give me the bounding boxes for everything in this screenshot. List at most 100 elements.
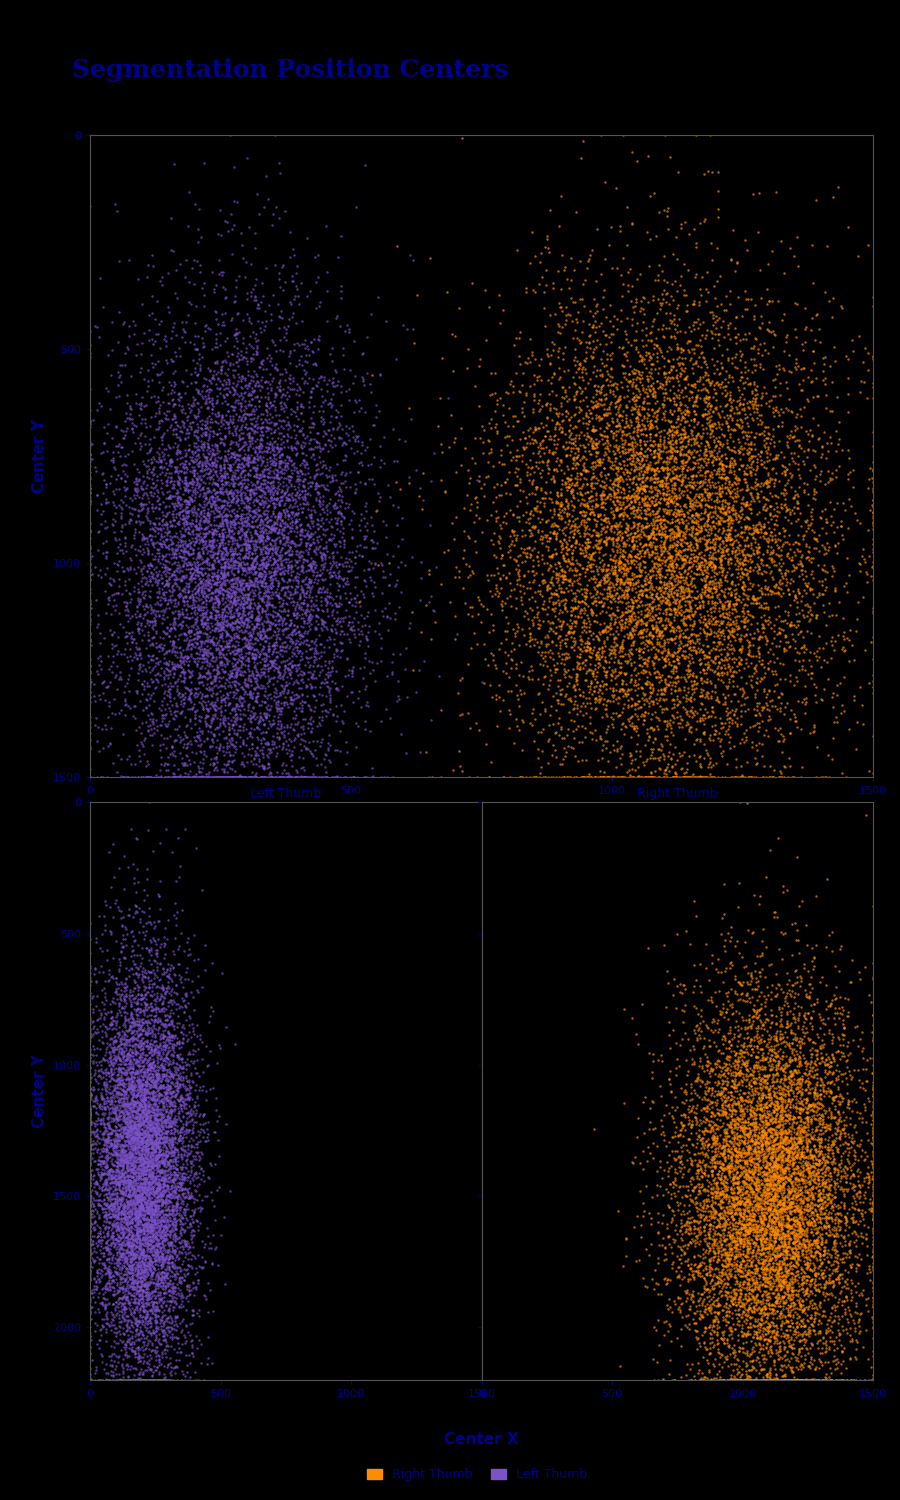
Point [330, 507, 345, 531]
Point [811, 1276, 825, 1300]
Point [145, 1017, 159, 1041]
Point [188, 622, 202, 646]
Point [173, 1155, 187, 1179]
Point [284, 612, 298, 636]
Point [662, 1130, 676, 1154]
Point [598, 352, 613, 376]
Point [716, 1142, 730, 1166]
Point [150, 1008, 165, 1032]
Point [158, 532, 173, 556]
Point [578, 724, 592, 748]
Point [185, 1113, 200, 1137]
Point [711, 160, 725, 184]
Point [601, 765, 616, 789]
Point [799, 1228, 814, 1252]
Point [808, 1228, 823, 1252]
Point [770, 622, 784, 646]
Point [295, 519, 310, 543]
Point [811, 1278, 825, 1302]
Point [144, 1204, 158, 1228]
Point [150, 765, 165, 789]
Point [83, 621, 97, 645]
Point [315, 460, 329, 484]
Point [253, 490, 267, 514]
Point [658, 550, 672, 574]
Point [662, 423, 676, 447]
Point [716, 1154, 730, 1178]
Point [163, 1000, 177, 1024]
Point [132, 1212, 147, 1236]
Point [122, 1124, 137, 1148]
Point [111, 580, 125, 604]
Point [669, 624, 683, 648]
Point [653, 532, 668, 556]
Point [307, 498, 321, 522]
Point [662, 630, 676, 654]
Point [608, 390, 623, 414]
Point [154, 1036, 168, 1060]
Point [127, 1083, 141, 1107]
Point [224, 568, 238, 592]
Point [597, 528, 611, 552]
Point [284, 754, 299, 778]
Point [122, 1112, 137, 1136]
Point [268, 584, 283, 608]
Point [798, 1088, 813, 1112]
Point [118, 1142, 132, 1166]
Point [611, 765, 625, 789]
Point [765, 1202, 779, 1225]
Point [235, 621, 249, 645]
Point [624, 570, 638, 594]
Point [838, 1138, 852, 1162]
Point [789, 1287, 804, 1311]
Point [666, 1227, 680, 1251]
Point [703, 540, 717, 564]
Point [130, 1116, 144, 1140]
Point [148, 602, 162, 625]
Point [230, 598, 245, 622]
Point [162, 1114, 176, 1138]
Point [575, 288, 590, 312]
Point [716, 1136, 730, 1160]
Point [759, 1180, 773, 1204]
Point [265, 513, 279, 537]
Point [126, 1270, 140, 1294]
Point [315, 454, 329, 478]
Point [158, 1251, 173, 1275]
Point [312, 489, 327, 513]
Point [724, 584, 739, 608]
Point [722, 668, 736, 692]
Point [724, 646, 739, 670]
Point [797, 1124, 812, 1148]
Point [638, 765, 652, 789]
Point [786, 1007, 800, 1031]
Point [124, 1076, 139, 1100]
Point [159, 399, 174, 423]
Point [230, 486, 245, 510]
Point [288, 705, 302, 729]
Point [589, 417, 603, 441]
Point [733, 1148, 747, 1172]
Point [794, 1096, 808, 1120]
Point [163, 1230, 177, 1254]
Point [743, 550, 758, 574]
Point [526, 372, 541, 396]
Point [256, 735, 270, 759]
Point [510, 524, 525, 548]
Point [542, 382, 556, 406]
Point [169, 522, 184, 546]
Point [272, 494, 286, 517]
Point [147, 717, 161, 741]
Point [677, 520, 691, 544]
Point [795, 1142, 809, 1166]
Point [228, 674, 242, 698]
Point [677, 1242, 691, 1266]
Point [659, 591, 673, 615]
Point [755, 1251, 770, 1275]
Point [831, 1077, 845, 1101]
Point [742, 1323, 756, 1347]
Point [792, 648, 806, 672]
Point [764, 1146, 778, 1170]
Point [649, 526, 663, 550]
Point [137, 1218, 151, 1242]
